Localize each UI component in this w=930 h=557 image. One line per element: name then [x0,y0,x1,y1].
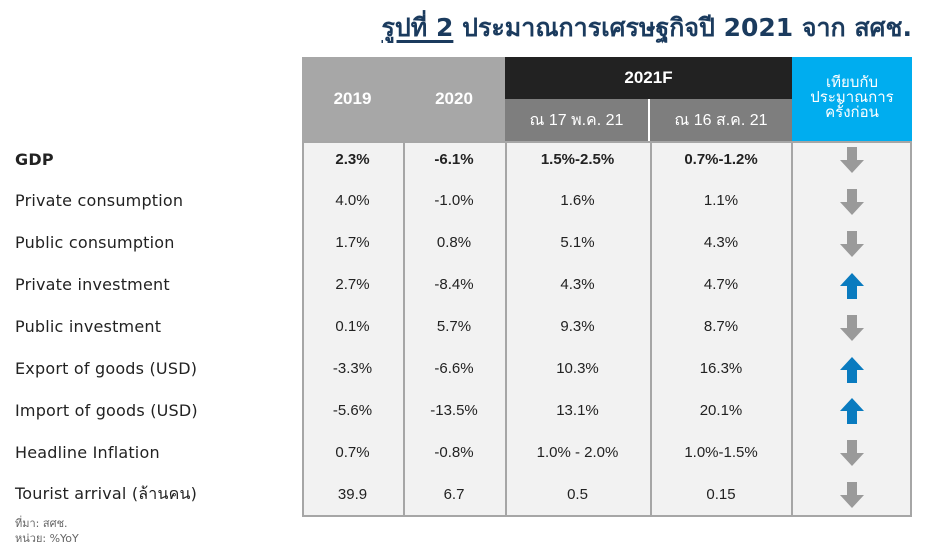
cell-may: 5.1% [560,234,595,252]
up-arrow-icon [840,272,864,299]
cell-trend [792,180,912,222]
cell-aug: 8.7% [703,318,739,336]
cell-v2019: 4.0% [335,192,370,210]
figure-title-text: ประมาณการเศรษฐกิจปี 2021 จาก สศช. [453,13,912,42]
table-row: 1.7% 0.8% 5.1% 4.3% [302,222,912,264]
cell-v2020: -0.8% [434,443,474,461]
row-label: Public consumption [15,233,175,253]
source-note: ที่มา: สศช. [15,517,68,530]
cell-v2019: 0.7% [335,443,370,461]
row-label: GDP [15,149,54,169]
cell-trend [792,389,912,431]
up-arrow-icon [840,398,864,425]
cell-v2019: -3.3% [332,360,373,377]
down-arrow-icon [840,230,864,257]
column-divider [791,141,793,517]
cell-aug: 0.15 [706,485,736,503]
cell-v2019: 39.9 [337,485,368,503]
table-row: 0.1% 5.7% 9.3% 8.7% [302,306,912,348]
down-arrow-icon [840,314,864,341]
cell-may: 1.5%-2.5% [540,150,615,168]
cell-v2020: 0.8% [436,234,472,252]
row-label: Private consumption [15,191,184,211]
column-divider [650,141,652,517]
column-divider [505,141,507,517]
cell-may: 13.1% [556,401,599,419]
cell-may: 4.3% [560,276,595,294]
row-label: Headline Inflation [15,442,160,462]
cell-aug: 20.1% [699,401,743,419]
header-compare: เทียบกับ ประมาณการ ครั้งก่อน [792,57,912,141]
table-row: 2.3% -6.1% 1.5%-2.5% 0.7%-1.2% [302,138,912,180]
header-compare-line3: ครั้งก่อน [825,103,879,121]
cell-aug: 16.3% [699,360,743,377]
cell-trend [792,431,912,473]
figure-label: รูปที่ 2 [381,13,454,42]
table-row: 2.7% -8.4% 4.3% 4.7% [302,264,912,306]
cell-trend [792,348,912,390]
row-label: Export of goods (USD) [15,359,198,378]
down-arrow-icon [840,147,864,173]
cell-aug: 4.7% [703,276,739,294]
cell-v2019: 1.7% [335,234,370,252]
table-row: 4.0% -1.0% 1.6% 1.1% [302,180,912,222]
table-row: -5.6% -13.5% 13.1% 20.1% [302,389,912,431]
cell-may: 9.3% [560,318,595,336]
row-label: Public investment [15,317,162,337]
down-arrow-icon [840,440,864,467]
cell-may: 1.0% - 2.0% [536,443,619,461]
row-label: Private investment [15,275,170,295]
forecast-table: 2019 2020 2021F ณ 17 พ.ค. 21 ณ 16 ส.ค. 2… [302,57,912,517]
cell-aug: 0.7%-1.2% [684,150,758,168]
cell-v2020: -13.5% [430,401,478,419]
cell-aug: 1.0%-1.5% [684,443,758,461]
table-row: 0.7% -0.8% 1.0% - 2.0% 1.0%-1.5% [302,431,912,473]
header-compare-line2: ประมาณการ [810,88,894,106]
up-arrow-icon [840,356,864,383]
row-label: Tourist arrival (ล้านคน) [15,483,198,503]
header-2021f: 2021F [505,57,792,99]
table-row: -3.3% -6.6% 10.3% 16.3% [302,348,912,390]
figure-title: รูปที่ 2 ประมาณการเศรษฐกิจปี 2021 จาก สศ… [382,8,913,48]
cell-trend [792,222,912,264]
cell-v2020: 5.7% [436,318,472,336]
cell-v2019: 2.7% [335,276,370,294]
cell-v2020: -1.0% [434,192,474,210]
cell-may: 0.5 [567,485,588,503]
cell-trend [792,138,912,180]
cell-v2020: -8.4% [434,276,474,294]
cell-v2019: 0.1% [335,318,370,336]
cell-aug: 4.3% [703,234,739,252]
cell-trend [792,264,912,306]
down-arrow-icon [840,482,864,509]
row-label: Import of goods (USD) [15,400,198,420]
cell-trend [792,473,912,515]
header-sub-aug: ณ 16 ส.ค. 21 [650,99,792,141]
down-arrow-icon [840,188,864,215]
cell-v2020: -6.6% [434,360,474,377]
cell-aug: 1.1% [703,192,739,210]
table-notes: ที่มา: สศช. หน่วย: %YoY [15,516,79,546]
cell-may: 1.6% [560,192,595,210]
unit-note: หน่วย: %YoY [15,532,79,545]
header-compare-line1: เทียบกับ [826,73,878,91]
cell-v2020: 6.7 [443,485,465,503]
header-sub-may: ณ 17 พ.ค. 21 [505,99,650,141]
cell-v2019: -5.6% [332,401,373,419]
cell-trend [792,306,912,348]
cell-v2019: 2.3% [335,150,370,168]
column-divider [403,141,405,517]
header-2020: 2020 [403,57,505,141]
cell-v2020: -6.1% [434,150,474,168]
header-2019: 2019 [302,57,403,141]
cell-may: 10.3% [556,360,599,377]
table-row: 39.9 6.7 0.5 0.15 [302,473,912,515]
